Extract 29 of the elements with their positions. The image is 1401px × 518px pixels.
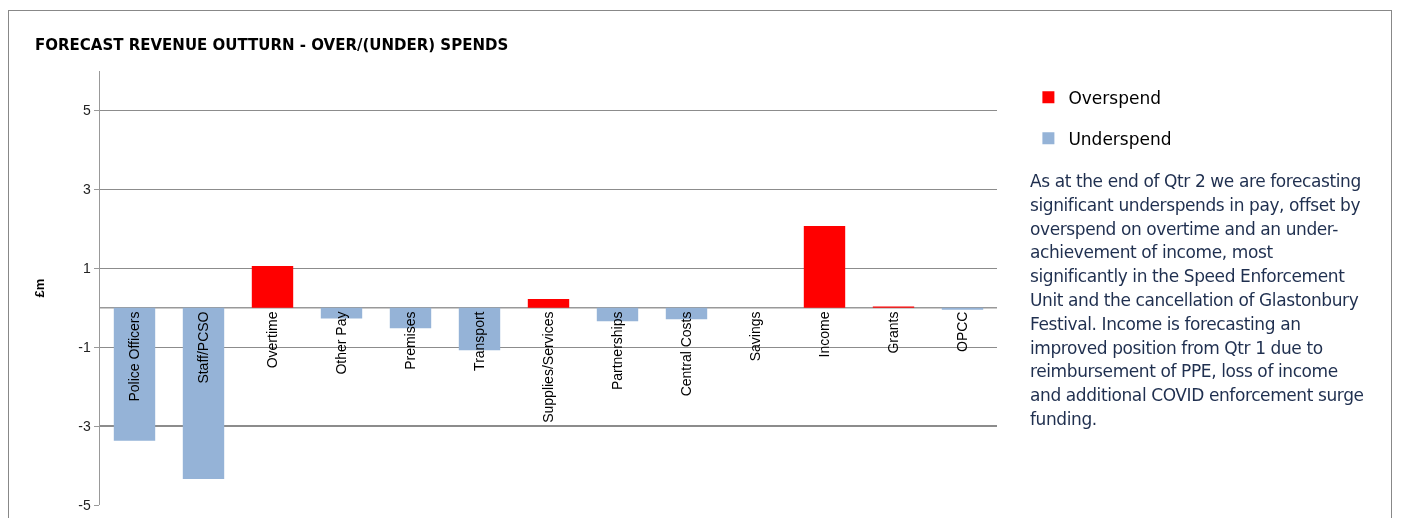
text: As at the end of Qtr 2 we are forecasting significant underspends in pay, offset by overspend on overtime and an under-achievement of income, most significantly in the Speed Enforcement Unit and the cancellation of Glastonbury Festival. Income is forecasting an improved position from Qtr 1 due to reimbursement of PPE, loss of income and additional COVID enforcement surge funding. (1030, 171, 1364, 429)
y-axis-title: £m (32, 278, 48, 298)
x-tick-label: OPCC (954, 311, 971, 352)
x-tick-label: Savings (747, 311, 764, 362)
x-tick-label: Supplies/Services (540, 311, 557, 423)
x-tick-label: Transport (471, 311, 488, 371)
x-tick-label: Premises (402, 311, 419, 370)
x-tick-label: Police Officers (126, 311, 143, 402)
bar (113, 307, 156, 441)
y-tick-label: -3 (78, 417, 91, 434)
x-tick-label: Overtime (264, 311, 281, 369)
x-tick-label: Partnerships (609, 311, 626, 391)
x-tick-label: Central Costs (678, 311, 695, 397)
y-tick-label: 5 (82, 102, 91, 119)
legend-label: Overspend (1068, 87, 1161, 108)
bar (803, 226, 846, 308)
y-tick-label: 1 (82, 260, 91, 277)
y-tick-label: -5 (78, 496, 91, 513)
x-tick-label: Staff/PCSO (195, 311, 212, 384)
x-tick-label: Grants (885, 311, 902, 354)
bar (182, 307, 225, 479)
bar (527, 299, 570, 308)
y-tick-label: -1 (78, 339, 91, 356)
bar (251, 265, 294, 308)
x-tick-label: Other Pay (333, 311, 350, 375)
legend-label: Underspend (1068, 128, 1172, 149)
chart-title: FORECAST REVENUE OUTTURN - OVER/(UNDER) SPENDS (35, 36, 509, 55)
y-tick-label: 3 (82, 181, 91, 198)
x-tick-label: Income (816, 311, 833, 358)
